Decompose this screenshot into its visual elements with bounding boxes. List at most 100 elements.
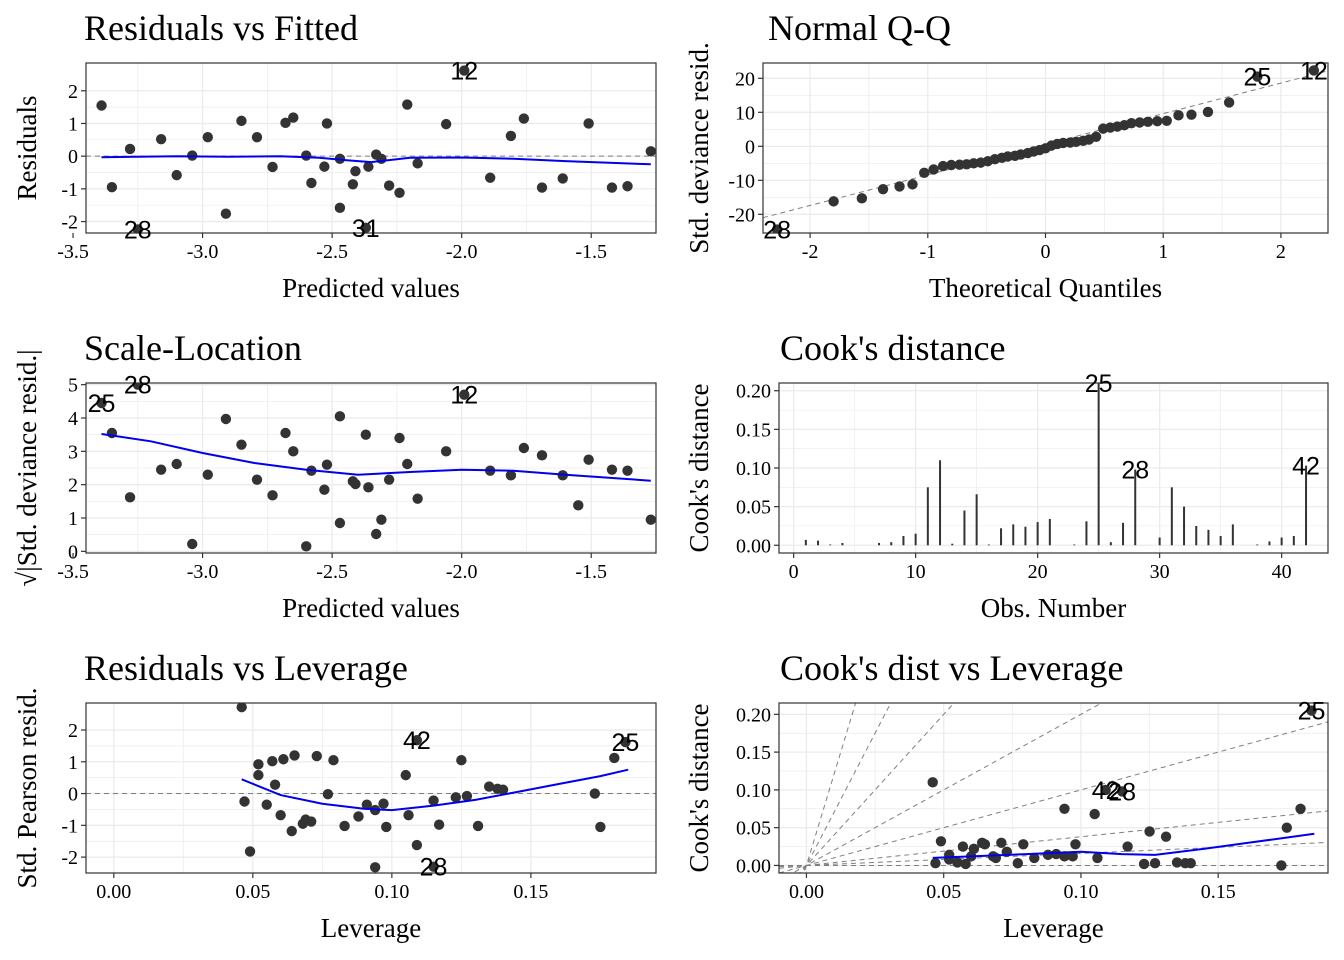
data-point — [376, 153, 387, 164]
data-point — [363, 482, 374, 493]
data-point — [1306, 705, 1317, 716]
panel-title: Residuals vs Fitted — [84, 8, 358, 48]
data-point — [595, 821, 606, 833]
data-point — [894, 181, 905, 192]
y-tick-label: -1 — [61, 815, 78, 837]
x-tick-label: 0.10 — [374, 881, 409, 903]
data-point — [1134, 117, 1145, 128]
data-point — [334, 411, 346, 422]
point-annotation: 25 — [1298, 698, 1326, 726]
y-tick-label: 0.05 — [736, 818, 771, 840]
x-tick-label: -2 — [802, 241, 819, 263]
data-point — [1138, 858, 1150, 870]
panel-border — [85, 62, 657, 234]
data-point — [856, 193, 868, 204]
y-tick-label: 0.10 — [736, 780, 771, 802]
y-axis-label: √|Std. deviance resid.| — [12, 349, 42, 586]
data-point — [132, 224, 144, 233]
x-tick-label: 10 — [906, 561, 926, 583]
data-point — [1089, 808, 1100, 820]
data-point — [171, 169, 182, 181]
x-tick-label: 0.10 — [1063, 881, 1098, 903]
data-point — [319, 161, 330, 172]
data-point — [828, 196, 839, 207]
x-axis-label: Leverage — [321, 913, 421, 943]
data-point — [412, 158, 423, 169]
y-tick-label: 2 — [68, 81, 78, 103]
data-point — [370, 528, 382, 540]
data-point — [1100, 784, 1111, 796]
data-point — [996, 837, 1007, 848]
y-tick-label: 0 — [745, 136, 755, 158]
data-point — [928, 164, 939, 175]
data-point — [96, 397, 107, 409]
data-point — [378, 798, 389, 809]
data-point — [202, 132, 213, 143]
data-point — [236, 115, 247, 127]
data-point — [322, 788, 334, 800]
point-annotation: 25 — [1085, 370, 1113, 398]
data-point — [339, 820, 350, 832]
y-tick-label: -1 — [61, 179, 78, 201]
x-tick-label: 0.00 — [789, 881, 824, 903]
data-point — [518, 442, 530, 454]
smooth-line — [101, 155, 651, 166]
data-point — [440, 446, 452, 457]
data-point — [171, 458, 182, 470]
data-point — [306, 816, 317, 827]
reference-line — [779, 721, 1328, 873]
data-point — [946, 159, 957, 171]
plot-background — [86, 63, 656, 233]
data-point — [1149, 857, 1161, 869]
data-point — [979, 839, 991, 850]
data-point — [1059, 851, 1070, 862]
data-point — [187, 538, 198, 550]
point-annotation: 25 — [1243, 64, 1271, 92]
data-point — [428, 861, 439, 872]
panel-border — [778, 702, 1329, 874]
x-tick-label: 0 — [1041, 241, 1051, 263]
point-annotation: 12 — [450, 382, 478, 410]
y-tick-label: -2 — [61, 212, 78, 234]
data-point — [220, 208, 232, 219]
x-tick-label: 0.05 — [235, 881, 270, 903]
panel-title: Cook's dist vs Leverage — [780, 648, 1123, 688]
data-point — [459, 389, 470, 400]
data-point — [927, 777, 938, 788]
x-tick-label: -3.0 — [187, 561, 219, 583]
data-point — [440, 118, 452, 130]
data-point — [1276, 860, 1287, 871]
data-point — [952, 857, 963, 868]
y-tick-label: -2 — [61, 847, 78, 869]
data-point — [573, 500, 584, 511]
x-tick-label: 0.15 — [1201, 881, 1236, 903]
data-point — [289, 750, 300, 761]
data-point — [1122, 841, 1133, 852]
x-axis-label: Predicted values — [282, 273, 460, 303]
y-tick-label: 0.20 — [736, 704, 771, 726]
data-point — [1070, 839, 1081, 850]
data-point — [1160, 831, 1172, 842]
y-tick-label: 10 — [735, 102, 755, 124]
point-annotation: 28 — [124, 216, 152, 244]
data-point — [943, 849, 955, 861]
y-tick-label: 0.10 — [736, 458, 771, 480]
y-tick-label: 0 — [68, 784, 78, 806]
data-point — [450, 792, 462, 803]
data-point — [280, 117, 291, 129]
data-point — [267, 755, 278, 767]
panel-cooks_leverage: 0.00 0.05 0.10 0.15 0.00 0.05 0.10 0.15 0.20 4228… — [684, 648, 1329, 943]
point-annotation: 42 — [1292, 453, 1320, 481]
panel-title: Residuals vs Leverage — [84, 648, 408, 688]
panel-border — [85, 702, 657, 874]
x-tick-label: 0.00 — [96, 881, 131, 903]
data-point — [1152, 115, 1163, 127]
y-tick-label: 0.00 — [736, 535, 771, 557]
x-axis-label: Predicted values — [282, 593, 460, 623]
data-point — [483, 781, 495, 792]
data-point — [132, 383, 144, 390]
reference-line — [801, 703, 892, 873]
y-tick-label: 1 — [68, 113, 78, 135]
data-point — [267, 161, 278, 173]
